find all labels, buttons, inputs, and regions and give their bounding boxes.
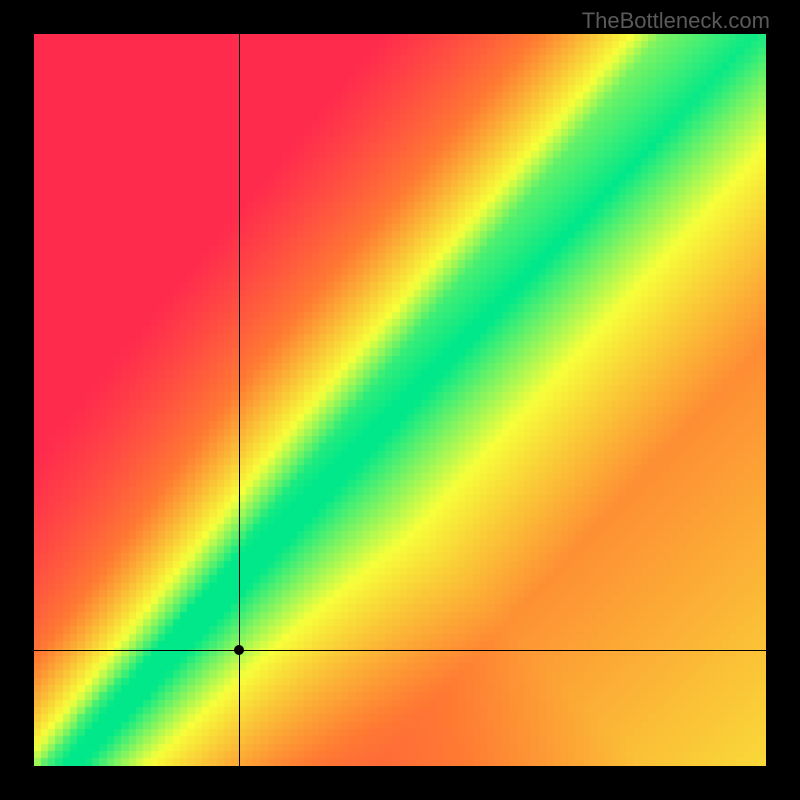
- watermark-text: TheBottleneck.com: [582, 8, 770, 34]
- heatmap-canvas: [34, 34, 766, 766]
- data-point-marker: [234, 645, 244, 655]
- crosshair-horizontal: [34, 650, 766, 651]
- crosshair-vertical: [239, 34, 240, 766]
- heatmap-plot: [34, 34, 766, 766]
